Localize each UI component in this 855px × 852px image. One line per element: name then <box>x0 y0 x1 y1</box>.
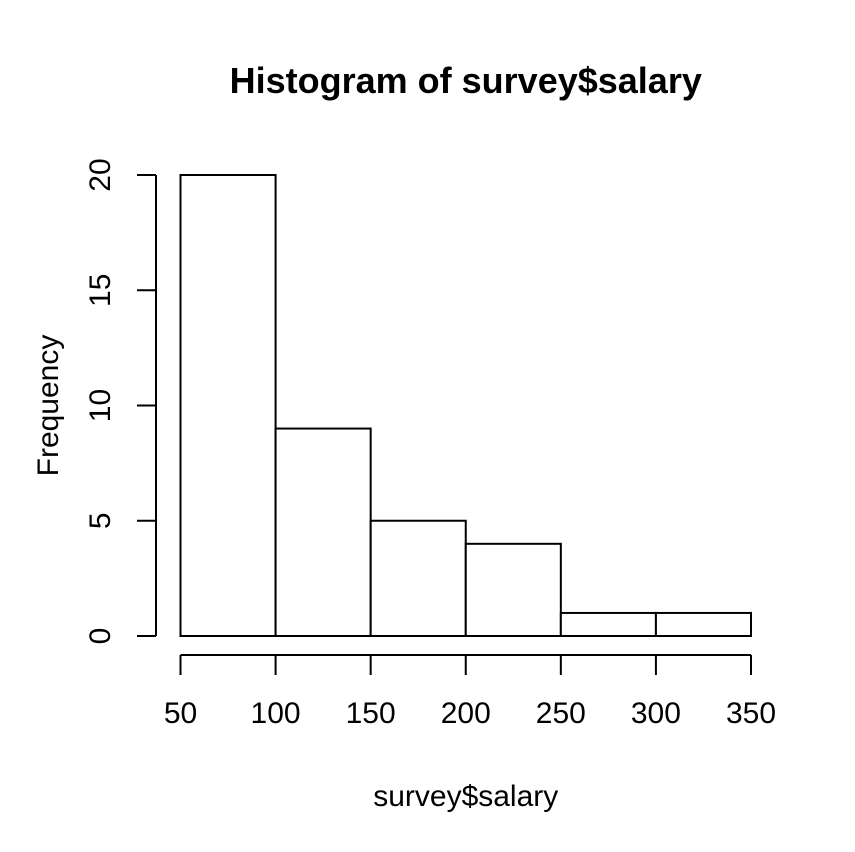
histogram-bar <box>559 611 657 638</box>
y-axis-label: Frequency <box>32 335 65 477</box>
histogram-bar <box>274 427 372 637</box>
x-tick-label: 200 <box>441 697 491 730</box>
y-tick-label: 15 <box>84 274 117 307</box>
histogram-bar <box>654 611 753 638</box>
y-axis: 0 5 10 15 20 <box>84 158 157 645</box>
histogram-bar <box>369 519 467 637</box>
histogram-bar <box>179 174 277 637</box>
y-tick-label: 10 <box>84 389 117 422</box>
y-tick-label: 5 <box>84 512 117 529</box>
y-tick-label: 0 <box>84 628 117 645</box>
x-tick-label: 350 <box>726 697 776 730</box>
chart-title: Histogram of survey$salary <box>230 60 702 101</box>
x-tick-label: 100 <box>251 697 301 730</box>
y-tick-label: 20 <box>84 158 117 191</box>
bars-group <box>179 174 753 638</box>
x-tick-label: 150 <box>346 697 396 730</box>
x-axis-label: survey$salary <box>373 780 558 813</box>
histogram-bar <box>464 542 562 637</box>
x-tick-label: 50 <box>164 697 197 730</box>
x-axis: 50 100 150 200 250 300 350 <box>164 654 776 730</box>
x-tick-label: 250 <box>536 697 586 730</box>
x-tick-label: 300 <box>631 697 681 730</box>
